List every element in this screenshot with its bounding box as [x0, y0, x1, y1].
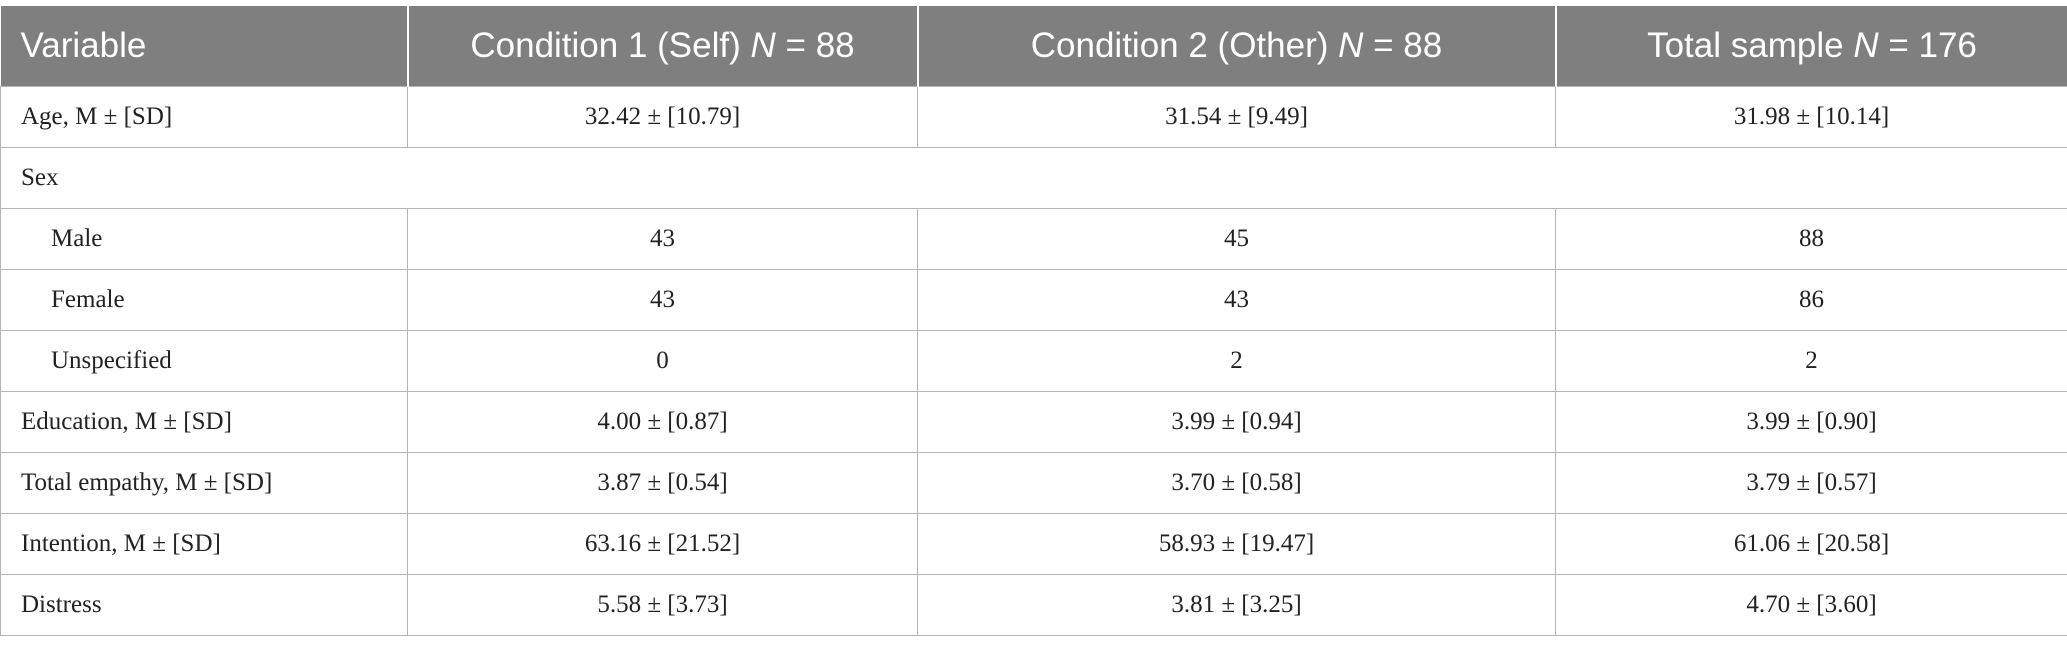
table-body: Age, M ± [SD] 32.42 ± [10.79] 31.54 ± [9.4… — [0, 85, 2067, 636]
cell: 3.70 ± [0.58] — [917, 451, 1556, 514]
sample-size-symbol: N — [750, 25, 776, 65]
cell: 3.79 ± [0.57] — [1555, 451, 2067, 514]
column-header: Condition 2 (Other) N = 88 — [916, 6, 1556, 86]
row: Sex — [0, 146, 2067, 209]
row-label: Distress — [0, 573, 408, 636]
sample-size-value: = 88 — [785, 25, 855, 65]
data-table: Variable Condition 1 (Self) N = 88 Conditi… — [0, 6, 2067, 636]
cell: 43 — [917, 268, 1556, 331]
cell: 3.99 ± [0.90] — [1555, 390, 2067, 453]
row: Age, M ± [SD] 32.42 ± [10.79] 31.54 ± [9.4… — [0, 85, 2067, 148]
cell: 32.42 ± [10.79] — [407, 85, 918, 148]
cell: 88 — [1555, 207, 2067, 270]
column-label: Condition 2 (Other) — [1030, 25, 1329, 65]
sample-size-symbol: N — [1853, 25, 1879, 65]
sub-row: Unspecified 0 2 2 — [0, 329, 2067, 392]
cell: 2 — [1555, 329, 2067, 392]
sample-size-value: = 88 — [1373, 25, 1443, 65]
cell: 43 — [407, 268, 918, 331]
header-row: Variable Condition 1 (Self) N = 88 Conditi… — [0, 6, 2067, 86]
cell: 86 — [1555, 268, 2067, 331]
sub-row: Female 43 43 86 — [0, 268, 2067, 331]
cell: 3.99 ± [0.94] — [917, 390, 1556, 453]
row-label: Unspecified — [0, 329, 408, 392]
row-label: Sex — [0, 146, 2067, 209]
cell: 3.87 ± [0.54] — [407, 451, 918, 514]
cell: 61.06 ± [20.58] — [1555, 512, 2067, 575]
row: Intention, M ± [SD] 63.16 ± [21.52] 58.93 … — [0, 512, 2067, 575]
column-label: Condition 1 (Self) — [470, 25, 741, 65]
row-label: Education, M ± [SD] — [0, 390, 408, 453]
cell: 5.58 ± [3.73] — [407, 573, 918, 636]
column-header: Condition 1 (Self) N = 88 — [406, 6, 918, 86]
cell: 4.00 ± [0.87] — [407, 390, 918, 453]
cell: 45 — [917, 207, 1556, 270]
column-header: Variable — [0, 6, 408, 86]
row-label: Total empathy, M ± [SD] — [0, 451, 408, 514]
row: Education, M ± [SD] 4.00 ± [0.87] 3.99 ± [… — [0, 390, 2067, 453]
column-header: Total sample N = 176 — [1554, 6, 2067, 86]
row: Distress 5.58 ± [3.73] 3.81 ± [3.25] 4.70 ±… — [0, 573, 2067, 636]
cell: 0 — [407, 329, 918, 392]
column-label: Total sample — [1647, 25, 1844, 65]
cell: 31.54 ± [9.49] — [917, 85, 1556, 148]
cell: 43 — [407, 207, 918, 270]
cell: 3.81 ± [3.25] — [917, 573, 1556, 636]
row-label: Female — [0, 268, 408, 331]
column-label: Variable — [20, 25, 147, 65]
row: Total empathy, M ± [SD] 3.87 ± [0.54] 3.70… — [0, 451, 2067, 514]
cell: 4.70 ± [3.60] — [1555, 573, 2067, 636]
sample-size-symbol: N — [1338, 25, 1364, 65]
table-head: Variable Condition 1 (Self) N = 88 Conditi… — [0, 6, 2067, 86]
row-label: Male — [0, 207, 408, 270]
cell: 2 — [917, 329, 1556, 392]
cell: 58.93 ± [19.47] — [917, 512, 1556, 575]
cell: 31.98 ± [10.14] — [1555, 85, 2067, 148]
row-label: Intention, M ± [SD] — [0, 512, 408, 575]
row-label: Age, M ± [SD] — [0, 85, 408, 148]
cell: 63.16 ± [21.52] — [407, 512, 918, 575]
sample-size-value: = 176 — [1888, 25, 1977, 65]
sub-row: Male 43 45 88 — [0, 207, 2067, 270]
